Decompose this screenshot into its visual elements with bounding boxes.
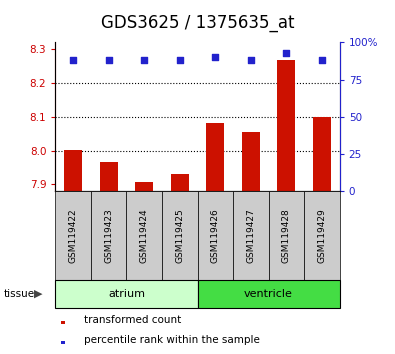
Point	[105, 57, 112, 63]
Text: GSM119425: GSM119425	[175, 208, 184, 263]
Bar	[233, 191, 269, 280]
Bar	[304, 191, 340, 280]
Text: GSM119426: GSM119426	[211, 208, 220, 263]
Text: tissue: tissue	[4, 289, 35, 299]
Text: transformed count: transformed count	[84, 315, 181, 325]
Text: GSM119427: GSM119427	[246, 208, 255, 263]
Text: GSM119429: GSM119429	[318, 208, 326, 263]
Bar	[100, 162, 118, 191]
Text: GSM119428: GSM119428	[282, 208, 291, 263]
Point	[70, 57, 76, 63]
Bar	[313, 117, 331, 191]
Text: ▶: ▶	[34, 289, 42, 299]
Text: atrium: atrium	[108, 289, 145, 299]
Bar	[198, 280, 340, 308]
Text: GSM119423: GSM119423	[104, 208, 113, 263]
Bar	[242, 132, 260, 191]
Bar	[126, 191, 162, 280]
Bar	[55, 191, 91, 280]
Point	[248, 57, 254, 63]
Text: GSM119424: GSM119424	[140, 208, 149, 263]
Bar	[64, 150, 82, 191]
Text: GDS3625 / 1375635_at: GDS3625 / 1375635_at	[101, 14, 294, 32]
Bar	[61, 321, 65, 324]
Point	[141, 57, 147, 63]
Bar	[55, 280, 198, 308]
Point	[283, 50, 290, 56]
Bar	[162, 191, 198, 280]
Point	[177, 57, 183, 63]
Bar	[198, 191, 233, 280]
Point	[319, 57, 325, 63]
Bar	[206, 123, 224, 191]
Bar	[171, 174, 189, 191]
Text: ventricle: ventricle	[244, 289, 293, 299]
Text: percentile rank within the sample: percentile rank within the sample	[84, 335, 260, 345]
Point	[212, 55, 218, 60]
Bar	[277, 60, 295, 191]
Bar	[61, 341, 65, 344]
Bar	[135, 182, 153, 191]
Bar	[91, 191, 126, 280]
Text: GSM119422: GSM119422	[69, 208, 77, 263]
Bar	[269, 191, 304, 280]
